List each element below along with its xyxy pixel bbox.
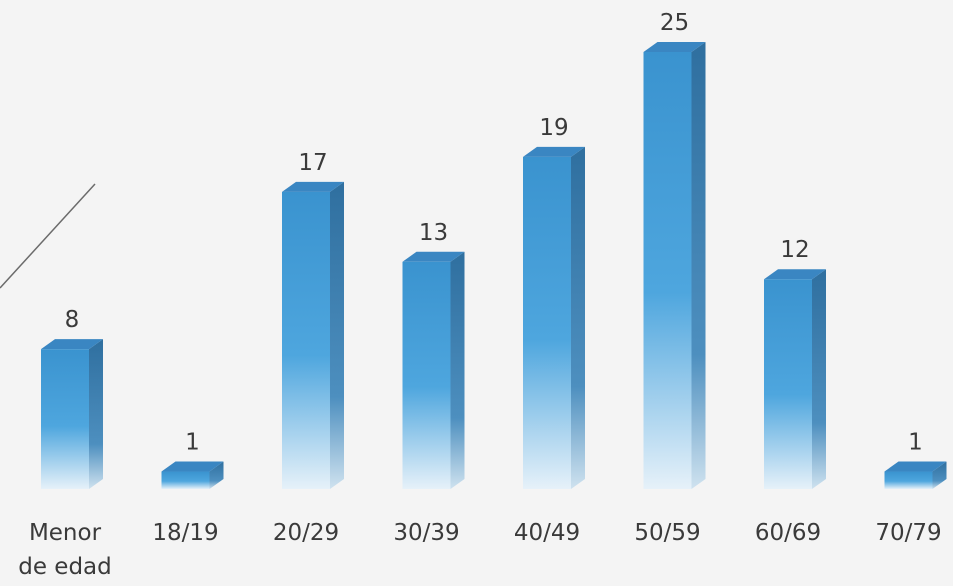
bar-top (161, 461, 224, 472)
category-label-line: 60/69 (755, 520, 821, 546)
bar-side (330, 181, 344, 489)
category-label-line: 20/29 (273, 520, 339, 546)
category-label: 40/49 (514, 520, 580, 546)
bar (523, 146, 585, 489)
category-label-line: 18/19 (152, 520, 218, 546)
bar-front (282, 191, 330, 489)
bar (282, 181, 344, 489)
category-label: 60/69 (755, 520, 821, 546)
bar-top (523, 146, 585, 157)
bars-layer (41, 42, 947, 489)
bar-top (41, 339, 103, 350)
bar-top (643, 42, 706, 52)
category-label-line: de edad (18, 554, 112, 580)
category-label: 20/29 (273, 520, 339, 546)
category-label-line: Menor (29, 520, 102, 546)
category-label-line: 50/59 (634, 520, 700, 546)
bar-front (764, 279, 812, 489)
bar (161, 461, 224, 489)
bar-top (402, 251, 465, 262)
category-label: 18/19 (152, 520, 218, 546)
data-label: 13 (419, 220, 448, 246)
bar-side (691, 42, 706, 489)
bar-front (523, 156, 571, 489)
bar-front (643, 52, 692, 489)
bar (884, 461, 947, 489)
data-label: 1 (908, 430, 923, 456)
bar-side (812, 269, 826, 489)
bar (764, 269, 826, 489)
data-label: 19 (539, 115, 568, 141)
category-label-line: 30/39 (393, 520, 459, 546)
bar (41, 339, 103, 489)
category-label: Menor de edad (18, 520, 112, 580)
bar-side (209, 461, 224, 489)
category-label: 30/39 (393, 520, 459, 546)
data-label: 8 (65, 307, 80, 333)
category-label-line: 70/79 (875, 520, 941, 546)
bar-top (282, 181, 344, 192)
bar (402, 251, 465, 489)
category-label: 50/59 (634, 520, 700, 546)
bar-front (402, 261, 451, 489)
bar-top (764, 269, 826, 280)
labels-layer: 8 Menor de edad 1 18/19 17 20/29 13 30/39 19 40/49… (18, 10, 941, 580)
bar-front (161, 471, 210, 489)
bar-side (932, 461, 947, 489)
category-label: 70/79 (875, 520, 941, 546)
bar (643, 42, 706, 489)
decorative-diagonal-line (0, 183, 96, 289)
bar-top (884, 461, 947, 472)
data-label: 1 (185, 430, 200, 456)
bar-side (571, 146, 585, 489)
bar-front (41, 349, 89, 489)
data-label: 17 (298, 150, 327, 176)
bar-front (884, 471, 933, 489)
bar-side (450, 251, 465, 489)
data-label: 12 (780, 237, 809, 263)
bar-side (89, 339, 103, 489)
category-label-line: 40/49 (514, 520, 580, 546)
data-label: 25 (660, 10, 689, 36)
